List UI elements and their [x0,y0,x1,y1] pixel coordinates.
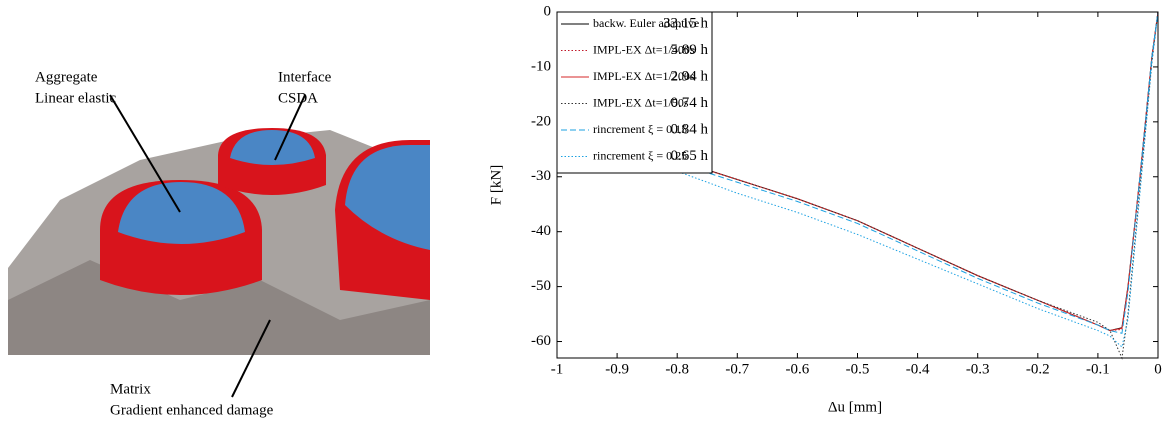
y-tick-label: -60 [531,333,551,349]
label: CSDA [278,90,318,106]
aggregate-1 [118,182,245,244]
legend-time: 0.84 h [671,121,709,137]
x-tick-label: -0.9 [605,361,629,377]
legend-time: 2.94 h [671,68,709,84]
y-tick-label: -40 [531,223,551,239]
x-tick-label: -1 [551,361,564,377]
label: Aggregate [35,69,98,85]
y-tick-label: -50 [531,278,551,294]
x-tick-label: -0.1 [1086,361,1110,377]
legend-time: 0.74 h [671,95,709,111]
x-tick-label: -0.5 [846,361,870,377]
plot-frame [556,11,1159,359]
label: Gradient enhanced damage [110,402,274,418]
y-tick-label: -10 [531,58,551,74]
x-tick-label: -0.6 [786,361,810,377]
legend-time: 0.65 h [671,148,709,164]
x-tick-label: 0 [1154,361,1162,377]
label: Linear elastic [35,90,117,106]
y-tick-label: -30 [531,168,551,184]
arrow [274,94,306,161]
label: Interface [278,69,332,85]
arrow [231,319,271,398]
arrow [109,94,181,213]
legend-time: 5.89 h [671,42,709,58]
legend-label: rincrement ξ = 0.25 [593,148,687,162]
x-tick-label: -0.2 [1026,361,1050,377]
legend-label: backw. Euler adaptive [593,16,699,30]
y-tick-label: -20 [531,113,551,129]
x-tick-label: -0.8 [665,361,689,377]
legend-label: IMPL-EX Δt=1/200s [593,69,695,83]
legend-box [556,11,713,174]
x-tick-label: -0.7 [725,361,749,377]
y-tick-label: 0 [544,3,552,19]
illustration: Aggregate Linear elastic Interface CSDA … [8,69,430,418]
aggregate-2 [230,130,315,165]
legend-label: IMPL-EX Δt=1/50s [593,95,689,109]
x-tick-label: -0.3 [966,361,990,377]
y-axis-label: F [kN] [488,165,504,205]
x-axis-label: Δu [mm] [828,399,882,415]
series-line [556,11,1159,360]
legend-label: IMPL-EX Δt=1/400s [593,42,695,56]
legend-label: rincrement ξ = 0.15 [593,122,687,136]
aggregate-3 [345,145,430,250]
series-line [556,11,1159,334]
x-tick-label: -0.4 [906,361,930,377]
label: Matrix [110,381,151,397]
legend-time: 33.15 h [663,15,709,31]
